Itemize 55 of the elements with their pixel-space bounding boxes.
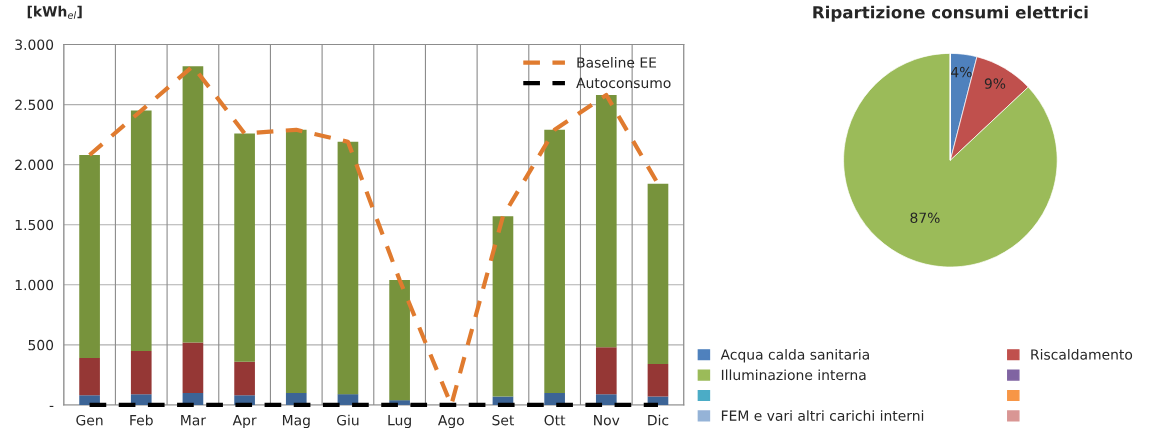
- bar: [647, 183, 669, 365]
- bar: [595, 347, 617, 395]
- x-tick-label: Dic: [648, 414, 669, 426]
- bar: [130, 110, 152, 351]
- x-tick-label: Ott: [544, 414, 566, 426]
- legend-label: Riscaldamento: [1031, 349, 1133, 360]
- bar: [285, 392, 307, 405]
- data-label: 87%: [910, 212, 940, 224]
- bar: [79, 395, 100, 405]
- y-tick-label: -: [49, 405, 54, 407]
- y-tick-label: 1.500: [15, 219, 54, 231]
- legend-label: Autoconsumo: [576, 77, 671, 89]
- legend-label: Baseline EE: [577, 57, 657, 68]
- x-tick-label: Set: [492, 414, 515, 426]
- y-tick-label: 2.000: [15, 159, 54, 171]
- bar: [285, 129, 307, 393]
- bar: [79, 358, 100, 396]
- y-tick-label: 3.000: [15, 39, 54, 50]
- legend-label: Illuminazione interna: [721, 369, 866, 381]
- bar: [182, 66, 204, 343]
- bar: [595, 394, 617, 405]
- pie-slice: [950, 56, 1029, 161]
- bar: [337, 394, 359, 405]
- bar: [337, 141, 359, 395]
- x-tick-label: Apr: [232, 415, 257, 429]
- x-tick-label: Lug: [388, 415, 411, 429]
- bar: [130, 394, 152, 405]
- legend-label: Acqua calda sanitaria: [720, 349, 869, 363]
- pie-slice: [843, 53, 1058, 268]
- data-label: 9%: [984, 78, 1006, 89]
- x-tick-label: Gen: [76, 414, 103, 426]
- legend-label: FEM e vari altri carichi interni: [721, 410, 924, 421]
- bar: [182, 342, 204, 393]
- x-tick-label: Mar: [181, 415, 207, 426]
- y-axis-title: [kWh$_{el}$]: [27, 5, 82, 19]
- bar: [234, 133, 255, 362]
- bar: [389, 279, 410, 401]
- x-tick-label: Ago: [437, 415, 464, 429]
- bar: [492, 216, 514, 397]
- bar: [79, 155, 100, 359]
- bar: [234, 361, 255, 396]
- chart-title: Ripartizione consumi elettrici: [813, 5, 1088, 22]
- x-tick-label: Feb: [130, 414, 153, 426]
- bar: [647, 364, 669, 397]
- y-tick-label: 500: [28, 339, 54, 351]
- x-tick-label: Giu: [337, 414, 359, 426]
- bar: [544, 129, 565, 393]
- x-tick-label: Mag: [282, 415, 310, 429]
- bar: [595, 94, 617, 348]
- bar: [544, 392, 565, 405]
- y-tick-label: 1.000: [15, 279, 54, 291]
- y-tick-label: 2.500: [15, 99, 54, 111]
- x-tick-label: Nov: [594, 415, 620, 426]
- bar: [130, 350, 152, 395]
- data-label: 4%: [951, 66, 972, 78]
